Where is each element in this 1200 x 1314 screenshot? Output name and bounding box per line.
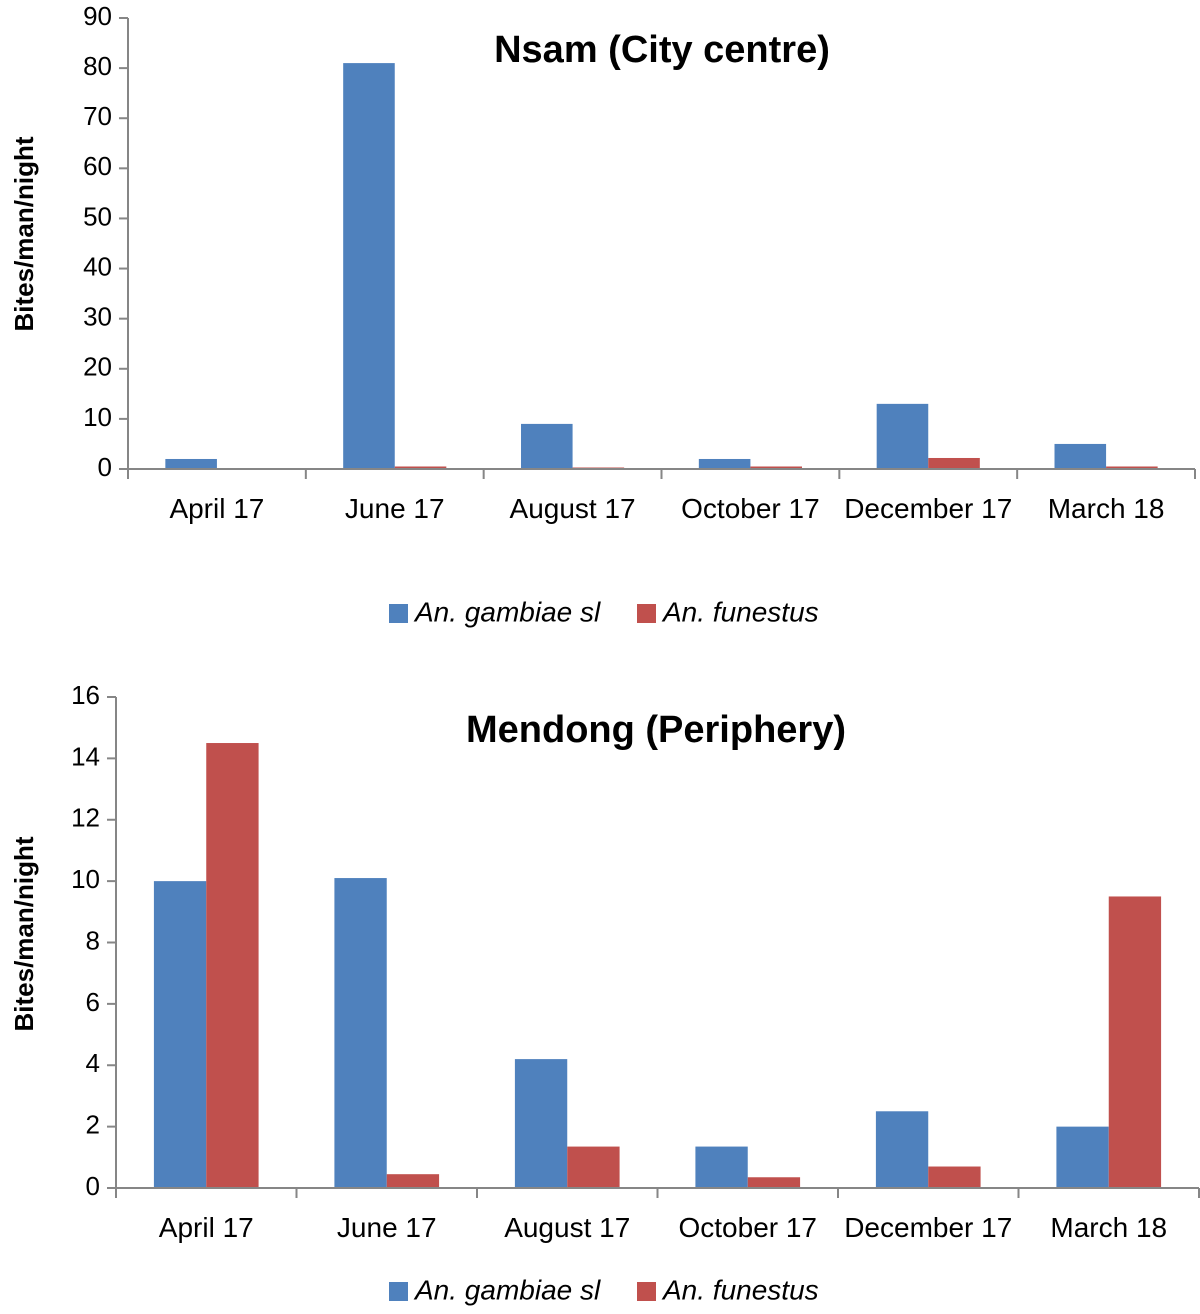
chart-title: Mendong (Periphery) <box>466 709 846 751</box>
bar-funestus-4 <box>928 1166 981 1188</box>
chart-mendong: Mendong (Periphery) Bites/man/night 0 2 4 6 8 1… <box>9 680 1200 1305</box>
bar-gambiae-sl-1 <box>343 63 395 469</box>
y-tick-label: 10 <box>71 864 100 894</box>
x-tick-label: October 17 <box>678 1212 817 1243</box>
bar-gambiae-sl-4 <box>876 403 929 469</box>
y-tick-label: 70 <box>83 101 112 131</box>
y-tick-label: 6 <box>86 987 100 1017</box>
x-tick-label: March 18 <box>1050 1212 1167 1243</box>
x-tick-label: April 17 <box>159 1212 254 1243</box>
y-axis-label: Bites/man/night <box>9 836 39 1031</box>
y-tick-label: 2 <box>86 1110 100 1140</box>
bar-funestus-3 <box>747 1177 801 1188</box>
bar-gambiae-sl-5 <box>1056 1126 1109 1189</box>
x-tick-label: March 18 <box>1048 493 1165 524</box>
x-tick-label: June 17 <box>345 493 445 524</box>
bar-gambiae-sl-1 <box>334 878 387 1188</box>
x-tick-label: June 17 <box>337 1212 437 1243</box>
x-tick-label: December 17 <box>844 1212 1012 1243</box>
bar-gambiae-sl-0 <box>165 458 217 469</box>
legend-swatch-gambiae-sl <box>389 1282 408 1301</box>
bar-gambiae-sl-3 <box>698 458 751 469</box>
bar-funestus-1 <box>394 466 447 469</box>
bar-gambiae-sl-5 <box>1054 443 1107 469</box>
y-tick-label: 0 <box>98 452 112 482</box>
legend-label-gambiae-sl: An. gambiae sl <box>413 1274 601 1305</box>
y-tick-label: 60 <box>83 151 112 181</box>
bar-funestus-3 <box>750 466 802 469</box>
bar-funestus-4 <box>928 457 980 469</box>
x-tick-label: April 17 <box>169 493 264 524</box>
y-tick-label: 0 <box>86 1171 100 1201</box>
bar-funestus-2 <box>567 1146 620 1188</box>
y-tick-label: 14 <box>71 741 100 771</box>
legend-swatch-funestus <box>637 1282 656 1301</box>
y-tick-label: 40 <box>83 251 112 281</box>
bar-gambiae-sl-2 <box>514 1059 568 1188</box>
y-tick-label: 8 <box>86 925 100 955</box>
bar-funestus-1 <box>386 1174 440 1188</box>
legend-swatch-gambiae-sl <box>389 604 408 623</box>
y-tick-label: 12 <box>71 803 100 833</box>
legend-label-funestus: An. funestus <box>661 1274 819 1305</box>
bar-funestus-5 <box>1106 466 1158 469</box>
x-tick-label: December 17 <box>844 493 1012 524</box>
chart-nsam: Nsam (City centre) Bites/man/night 0 10 20 30… <box>9 1 1196 627</box>
chart-title: Nsam (City centre) <box>494 29 830 71</box>
x-tick-label: August 17 <box>504 1212 630 1243</box>
legend-label-funestus: An. funestus <box>661 596 819 627</box>
y-tick-label: 90 <box>83 1 112 31</box>
y-axis-label: Bites/man/night <box>9 136 39 331</box>
y-tick-label: 16 <box>71 680 100 710</box>
y-tick-label: 20 <box>83 352 112 382</box>
x-tick-label: August 17 <box>510 493 636 524</box>
y-tick-label: 80 <box>83 51 112 81</box>
legend-label-gambiae-sl: An. gambiae sl <box>413 596 601 627</box>
y-tick-label: 30 <box>83 302 112 332</box>
bar-gambiae-sl-4 <box>875 1111 929 1188</box>
y-tick-label: 4 <box>86 1048 100 1078</box>
x-tick-label: October 17 <box>681 493 820 524</box>
legend-swatch-funestus <box>637 604 656 623</box>
bar-gambiae-sl-3 <box>695 1146 748 1188</box>
y-tick-label: 10 <box>83 402 112 432</box>
bar-gambiae-sl-2 <box>521 423 573 469</box>
bar-funestus-0 <box>206 743 259 1188</box>
bar-funestus-5 <box>1108 896 1162 1188</box>
bar-gambiae-sl-0 <box>153 881 207 1189</box>
y-tick-label: 50 <box>83 201 112 231</box>
